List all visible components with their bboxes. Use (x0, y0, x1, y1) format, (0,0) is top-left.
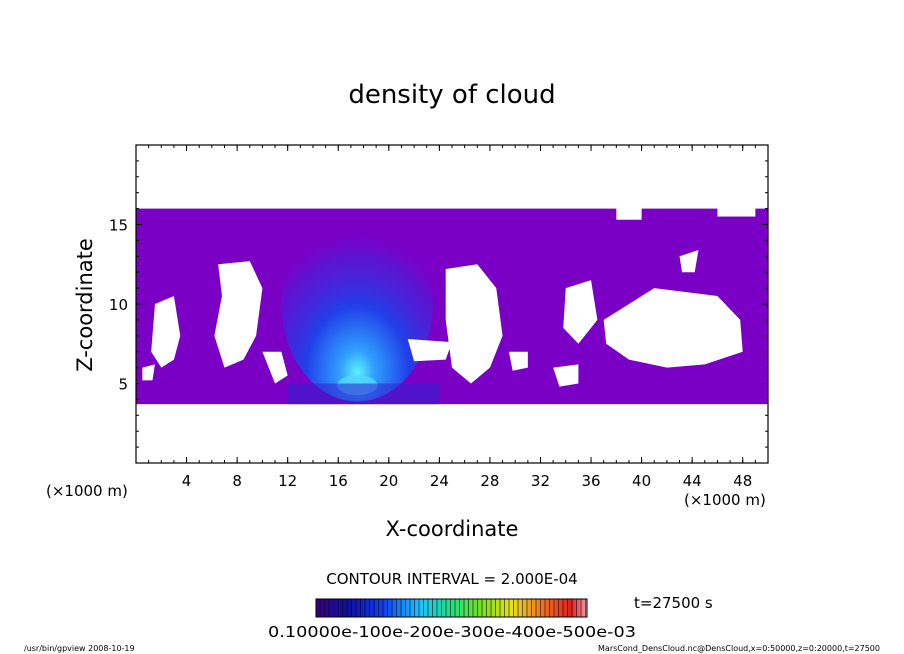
chart-title: density of cloud (348, 80, 555, 110)
x-tick-label: 12 (278, 472, 297, 490)
x-tick-label: 8 (232, 472, 242, 490)
contour-interval: CONTOUR INTERVAL = 2.000E-04 (326, 570, 577, 588)
y-tick-label: 10 (109, 296, 128, 314)
y-tick-label: 5 (118, 376, 128, 394)
x-tick-label: 24 (430, 472, 449, 490)
y-axis: 5 10 15 (109, 160, 768, 448)
clear-air-hole (508, 351, 528, 371)
x-tick-label: 28 (480, 472, 499, 490)
x-unit-left: (×1000 m) (46, 482, 128, 500)
x-tick-label: 4 (182, 472, 192, 490)
cloud-core (281, 206, 434, 402)
y-axis-label: Z-coordinate (73, 238, 97, 372)
clear-air-hole (262, 351, 288, 384)
x-tick-label: 40 (632, 472, 651, 490)
clear-air-hole (445, 264, 503, 384)
x-tick-label: 36 (581, 472, 600, 490)
plot-area (136, 206, 768, 405)
x-tick-label: 44 (683, 472, 702, 490)
footer-right: MarsCond_DensCloud.nc@DensCloud,x=0:5000… (598, 644, 880, 653)
footer-left: /usr/bin/gpview 2008-10-19 (24, 644, 135, 653)
clear-air-hole (603, 288, 743, 368)
clear-air-hole (616, 207, 642, 220)
x-axis-label: X-coordinate (386, 517, 519, 541)
x-tick-label: 32 (531, 472, 550, 490)
clear-air-holes (142, 207, 756, 387)
colorbar-labels: 0.10000e-100e-200e-300e-400e-500e-03 (268, 623, 636, 641)
x-tick-label: 48 (733, 472, 752, 490)
x-tick-label: 16 (329, 472, 348, 490)
clear-air-hole (717, 207, 756, 217)
x-unit-right: (×1000 m) (684, 491, 766, 509)
x-tick-label: 20 (379, 472, 398, 490)
clear-air-hole (142, 364, 155, 381)
clear-air-hole (407, 338, 452, 362)
clear-air-hole (151, 296, 181, 368)
clear-air-hole (553, 364, 579, 387)
clear-air-hole (679, 249, 699, 273)
colorbar (315, 598, 588, 618)
clear-air-hole (563, 280, 598, 344)
x-axis: 4 8 12 16 20 24 28 32 36 40 44 48 (148, 145, 756, 490)
cloud-base-band (287, 383, 440, 405)
clear-air-hole (214, 261, 263, 368)
time-label: t=27500 s (634, 594, 713, 612)
y-tick-label: 15 (109, 217, 128, 235)
